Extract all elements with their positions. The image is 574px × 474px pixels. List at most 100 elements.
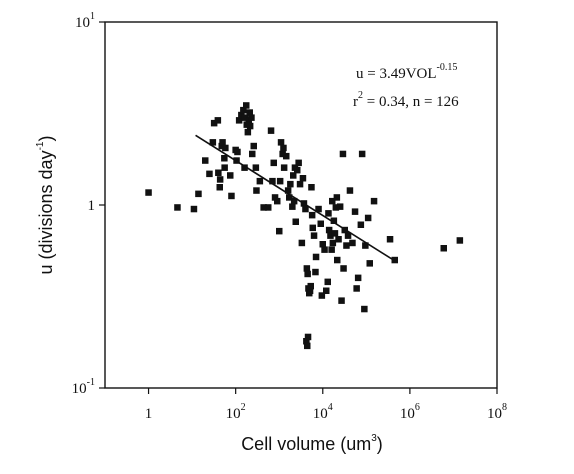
- data-point: [323, 287, 330, 294]
- data-point: [358, 150, 366, 158]
- data-point: [336, 203, 344, 210]
- data-point: [195, 190, 202, 198]
- data-point: [253, 187, 260, 194]
- data-point: [386, 236, 394, 243]
- data-point: [346, 187, 354, 194]
- data-point: [249, 150, 256, 158]
- data-point: [287, 180, 294, 188]
- data-point: [339, 150, 347, 158]
- x-axis-label: Cell volume (um3): [241, 433, 383, 454]
- data-point: [250, 142, 257, 150]
- data-point: [241, 164, 248, 171]
- data-point: [332, 204, 340, 211]
- data-point: [366, 260, 373, 267]
- data-point: [330, 217, 338, 224]
- data-point: [324, 278, 331, 286]
- data-point: [335, 236, 342, 243]
- data-point: [234, 148, 241, 156]
- data-point: [321, 246, 328, 253]
- data-point: [361, 305, 368, 313]
- data-point: [221, 155, 228, 162]
- data-point: [334, 256, 341, 264]
- data-point: [318, 292, 326, 299]
- data-point: [210, 119, 218, 127]
- data-point: [391, 256, 398, 264]
- x-tick-label: 108: [487, 402, 507, 422]
- data-point: [252, 164, 260, 171]
- data-point: [315, 205, 322, 213]
- data-point: [353, 285, 360, 292]
- data-point: [296, 180, 304, 188]
- data-point: [308, 184, 315, 191]
- data-point: [290, 197, 298, 205]
- data-point: [206, 170, 213, 178]
- data-point: [354, 274, 362, 282]
- data-point: [440, 245, 447, 252]
- data-point: [260, 204, 267, 211]
- data-point: [290, 172, 297, 179]
- data-point: [357, 221, 365, 228]
- data-point: [304, 270, 311, 278]
- data-point: [319, 241, 326, 248]
- data-point: [327, 232, 334, 239]
- fit-statistics: r2 = 0.34, n = 126: [353, 90, 459, 110]
- data-point: [269, 177, 276, 185]
- data-point: [310, 232, 318, 239]
- data-point: [307, 282, 314, 290]
- data-point: [298, 239, 306, 247]
- data-point: [309, 224, 316, 232]
- data-point: [317, 220, 324, 227]
- data-point: [222, 144, 229, 152]
- data-point: [299, 175, 307, 182]
- data-point: [276, 177, 284, 185]
- data-point: [329, 239, 337, 247]
- data-point: [243, 121, 250, 128]
- data-point: [340, 265, 347, 272]
- data-point: [145, 189, 152, 196]
- data-point: [364, 214, 372, 222]
- data-point: [341, 226, 348, 234]
- data-point: [349, 239, 356, 247]
- data-point: [312, 268, 319, 276]
- data-point: [265, 204, 272, 211]
- data-point: [280, 164, 288, 171]
- data-point: [306, 287, 314, 294]
- fit-equation: u = 3.49VOL-0.15: [356, 62, 457, 82]
- data-point: [362, 242, 369, 249]
- data-point: [243, 102, 250, 109]
- x-tick-label: 106: [400, 402, 420, 422]
- data-point: [227, 172, 234, 179]
- data-point: [283, 152, 290, 160]
- data-point: [343, 242, 350, 249]
- data-point: [351, 208, 359, 215]
- data-point: [274, 197, 281, 205]
- data-point: [328, 246, 335, 253]
- data-point: [295, 159, 302, 167]
- data-point: [279, 150, 286, 158]
- data-points: [145, 102, 464, 350]
- data-point: [235, 117, 243, 124]
- data-point: [219, 139, 226, 146]
- data-point: [174, 204, 181, 211]
- x-tick-label: 102: [226, 402, 246, 422]
- data-point: [233, 157, 240, 164]
- data-point: [308, 211, 316, 219]
- data-point: [271, 194, 279, 201]
- data-point: [338, 297, 345, 304]
- data-point: [304, 342, 311, 350]
- y-tick-label: 1: [88, 198, 96, 214]
- data-point: [456, 237, 464, 244]
- data-point: [344, 232, 352, 239]
- data-point: [190, 205, 198, 213]
- x-tick-label: 1: [145, 406, 153, 422]
- y-axis-label: u (divisions day-1): [35, 136, 56, 275]
- data-point: [304, 333, 312, 341]
- data-point: [325, 210, 332, 217]
- data-point: [270, 159, 277, 167]
- data-point: [209, 139, 217, 146]
- data-point: [329, 197, 336, 205]
- y-tick-label: 10-1: [72, 377, 95, 397]
- data-point: [202, 157, 209, 164]
